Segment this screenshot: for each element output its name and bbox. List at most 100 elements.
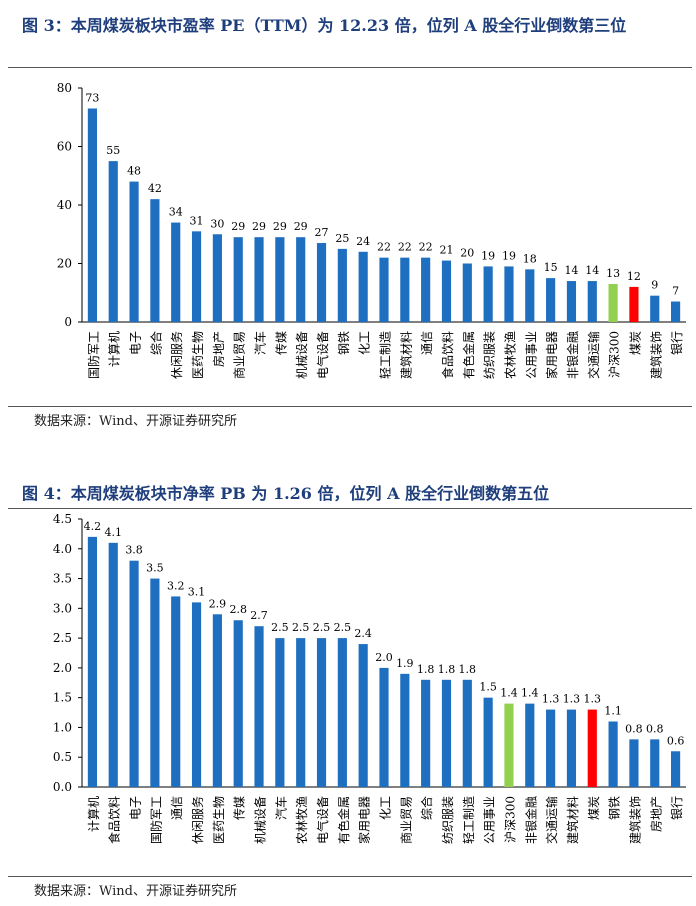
bar [400,673,410,787]
data-label: 3.8 [125,544,143,557]
bar [316,638,327,787]
category-label: 传媒 [273,331,288,355]
category-label: 化工 [358,331,372,355]
y-tick-label: 4.0 [53,542,72,556]
figure-4-bottom-rule [8,876,692,877]
data-label: 31 [190,214,204,227]
category-label: 食品饮料 [107,796,122,844]
bar [566,709,577,787]
data-label: 2.5 [334,621,352,634]
data-label: 14 [585,264,599,277]
bar [358,644,368,787]
bar [546,278,556,322]
data-label: 2.4 [354,627,372,640]
category-label: 商业贸易 [398,796,413,844]
category-label: 汽车 [273,796,288,820]
bar [441,679,452,787]
category-label: 机械设备 [253,796,268,844]
pe-bar-chart: 0 20 40 60 80 73 国防军工 55 计算机 48 电子 42 综合 34 休闲服务 31 医药生物… [57,81,686,379]
data-label: 30 [210,217,224,230]
data-label: 2.5 [271,621,289,634]
category-label: 汽车 [253,331,268,355]
figure-3-title: 图 3：本周煤炭板块市盈率 PE（TTM）为 12.23 倍，位列 A 股全行业… [22,16,627,35]
bar [525,269,535,322]
category-label: 非银金融 [523,796,538,844]
data-label: 19 [502,249,516,262]
category-label: 传媒 [232,796,247,820]
data-label: 1.1 [604,704,622,717]
data-label: 25 [335,232,349,245]
data-label: 3.2 [167,579,185,592]
data-label: 19 [481,249,495,262]
bar [546,709,556,787]
bar [650,739,660,787]
category-label: 沪深300 [608,331,622,378]
category-label: 商业贸易 [232,331,247,379]
bar [87,536,97,787]
bar [483,266,493,322]
bar [629,739,639,787]
data-label: 2.9 [209,597,227,610]
data-label: 21 [439,244,453,257]
data-label: 29 [294,220,308,233]
y-tick-label: 80 [57,81,72,95]
data-label: 3.5 [146,562,164,575]
bar [421,257,431,322]
category-label: 建筑材料 [565,796,580,844]
category-label: 电气设备 [315,796,330,844]
data-label: 7 [672,285,679,298]
category-label: 有色金属 [336,796,351,844]
data-label: 48 [127,165,141,178]
y-tick-label: 1.0 [53,720,72,734]
category-label: 纺织服装 [483,331,497,379]
figure-3-source: 数据来源：Wind、开源证券研究所 [34,414,237,429]
category-label: 有色金属 [461,331,476,379]
category-label: 医药生物 [212,796,226,844]
data-label: 13 [606,267,620,280]
category-label: 沪深300 [503,796,517,843]
y-tick-label: 1.5 [53,691,72,705]
bar [462,263,472,322]
figure-4-title: 图 4：本周煤炭板块市净率 PB 为 1.26 倍，位列 A 股全行业倒数第五位 [22,484,550,503]
bar [150,578,160,787]
data-label: 2.7 [250,609,268,622]
data-label: 22 [419,241,433,254]
category-label: 综合 [419,796,434,820]
figure-3-top-rule [8,67,692,68]
bar [587,281,597,322]
bar [337,248,347,322]
bar [337,638,347,787]
bar [671,301,681,322]
category-label: 钢铁 [608,796,622,820]
bar [87,108,97,322]
y-tick-label: 2.0 [53,661,72,675]
bar [316,243,327,322]
category-label: 农林牧渔 [503,331,517,379]
bar [525,703,535,787]
category-label: 钢铁 [337,331,351,355]
data-label: 0.8 [646,722,664,735]
category-label: 通信 [420,331,434,355]
data-label: 29 [231,220,245,233]
data-label: 1.3 [563,693,581,706]
data-label: 18 [523,252,537,265]
bar [150,199,160,322]
bar [650,295,660,322]
bar [379,257,389,322]
bar [608,721,618,787]
data-label: 9 [651,279,658,292]
bar [483,697,493,787]
y-tick-label: 60 [57,140,72,154]
data-label: 14 [564,264,578,277]
data-label: 29 [273,220,287,233]
bar [671,751,681,787]
data-label: 1.3 [542,693,560,706]
category-label: 纺织服装 [441,796,455,844]
data-label: 20 [460,247,474,260]
category-label: 建筑装饰 [627,796,642,844]
data-label: 1.3 [584,693,602,706]
bar [233,237,243,322]
category-label: 国防军工 [86,331,101,379]
category-label: 化工 [379,796,393,820]
bar [129,560,139,787]
